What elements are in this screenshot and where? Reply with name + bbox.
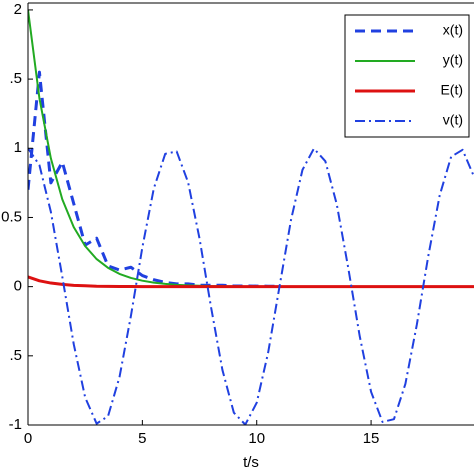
legend-label: E(t) (440, 82, 463, 98)
y-tick-label: 0.5 (1, 208, 22, 225)
legend: x(t) y(t) E(t) v(t) (344, 14, 470, 138)
y-tick-label: .5 (9, 347, 22, 364)
series-line (28, 275, 474, 289)
y-tick-label: 0 (14, 278, 22, 295)
y-tick-label: 1 (14, 139, 22, 156)
x-tick-label: 15 (363, 430, 380, 447)
y-tick-label: .5 (9, 70, 22, 87)
y-tick-label: -1 (9, 416, 22, 433)
plot-area (28, 9, 474, 425)
x-tick-label: 0 (24, 430, 32, 447)
y-tick-label: 2 (14, 1, 22, 18)
x-tick-label: 5 (138, 430, 146, 447)
axes: -1 .5 0 0.5 1 .5 2 0 5 10 15 (1, 1, 474, 447)
series-line (28, 147, 474, 425)
x-axis-label: t/s (243, 454, 259, 471)
legend-label: y(t) (443, 52, 463, 68)
x-tick-label: 10 (248, 430, 265, 447)
legend-label: v(t) (443, 112, 463, 128)
legend-label: x(t) (443, 22, 463, 38)
legend-box (344, 14, 470, 138)
